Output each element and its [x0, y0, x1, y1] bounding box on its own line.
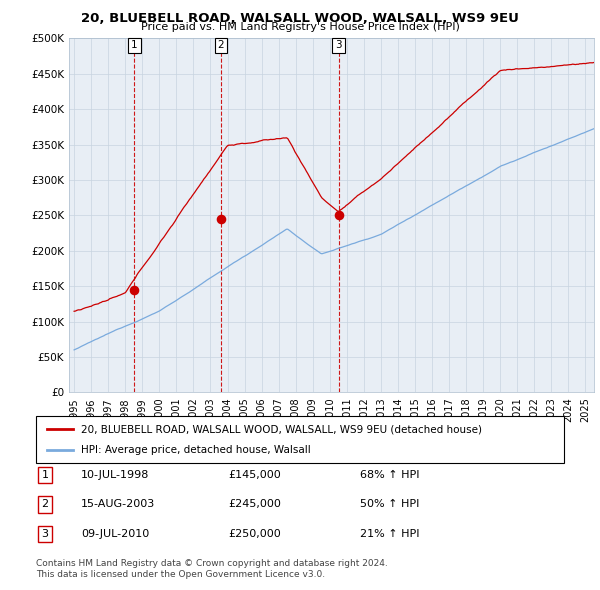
Text: 15-AUG-2003: 15-AUG-2003 — [81, 500, 155, 509]
Point — [216, 214, 226, 224]
Text: 09-JUL-2010: 09-JUL-2010 — [81, 529, 149, 539]
Text: 2: 2 — [218, 41, 224, 50]
Text: HPI: Average price, detached house, Walsall: HPI: Average price, detached house, Wals… — [81, 445, 311, 455]
Text: 2: 2 — [41, 500, 49, 509]
Text: 1: 1 — [131, 41, 137, 50]
Text: Price paid vs. HM Land Registry's House Price Index (HPI): Price paid vs. HM Land Registry's House … — [140, 22, 460, 32]
Text: 50% ↑ HPI: 50% ↑ HPI — [360, 500, 419, 509]
Text: This data is licensed under the Open Government Licence v3.0.: This data is licensed under the Open Gov… — [36, 571, 325, 579]
Point — [334, 211, 343, 220]
Text: 68% ↑ HPI: 68% ↑ HPI — [360, 470, 419, 480]
Text: 21% ↑ HPI: 21% ↑ HPI — [360, 529, 419, 539]
Text: 20, BLUEBELL ROAD, WALSALL WOOD, WALSALL, WS9 9EU (detached house): 20, BLUEBELL ROAD, WALSALL WOOD, WALSALL… — [81, 424, 482, 434]
FancyBboxPatch shape — [36, 416, 564, 463]
Text: £145,000: £145,000 — [228, 470, 281, 480]
Text: Contains HM Land Registry data © Crown copyright and database right 2024.: Contains HM Land Registry data © Crown c… — [36, 559, 388, 568]
Text: 1: 1 — [41, 470, 49, 480]
Text: 3: 3 — [41, 529, 49, 539]
Text: £245,000: £245,000 — [228, 500, 281, 509]
Text: 3: 3 — [335, 41, 342, 50]
Point — [130, 285, 139, 294]
Text: 20, BLUEBELL ROAD, WALSALL WOOD, WALSALL, WS9 9EU: 20, BLUEBELL ROAD, WALSALL WOOD, WALSALL… — [81, 12, 519, 25]
Text: £250,000: £250,000 — [228, 529, 281, 539]
Text: 10-JUL-1998: 10-JUL-1998 — [81, 470, 149, 480]
